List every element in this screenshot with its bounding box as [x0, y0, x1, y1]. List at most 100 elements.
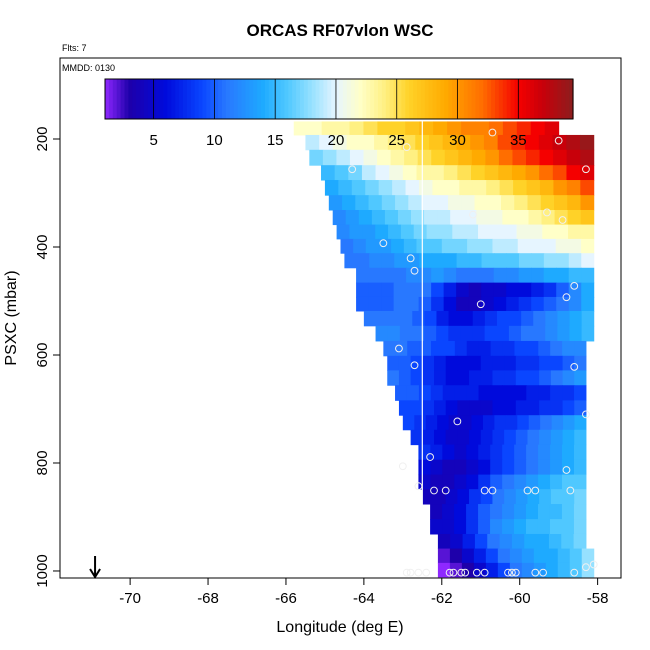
heatmap-cell	[387, 325, 401, 342]
heatmap-cell	[539, 370, 552, 386]
heatmap-cell	[346, 134, 361, 151]
colorbar-segment	[183, 79, 188, 119]
colorbar-segment	[424, 79, 430, 119]
colorbar-segment	[537, 79, 543, 119]
heatmap-cell	[490, 519, 503, 535]
heatmap-cell	[305, 134, 320, 151]
heatmap-cell	[358, 210, 373, 226]
heatmap-cell	[381, 267, 395, 284]
observation-point	[488, 486, 497, 495]
heatmap-cell	[389, 165, 404, 181]
heatmap-cell	[542, 224, 556, 240]
colorbar-segment	[401, 79, 406, 119]
heatmap-cell	[567, 195, 581, 211]
heatmap-cell	[562, 444, 575, 461]
heatmap-cell	[452, 224, 466, 240]
heatmap-cell	[562, 489, 575, 505]
heatmap-cell	[539, 400, 552, 416]
heatmap-cell	[457, 489, 470, 505]
observation-point	[430, 486, 438, 495]
heatmap-cell	[410, 355, 423, 371]
heatmap-cell	[456, 296, 470, 312]
heatmap-cell	[581, 238, 595, 254]
heatmap-cell	[506, 267, 520, 284]
heatmap-cell	[473, 562, 487, 578]
heatmap-cell	[416, 238, 430, 254]
heatmap-cell	[406, 282, 420, 298]
heatmap-cell	[506, 253, 520, 269]
heatmap-cell	[361, 165, 377, 181]
observation-point	[480, 486, 489, 495]
colorbar-segment	[163, 79, 168, 119]
colorbar-tick-label: 35	[510, 132, 527, 149]
heatmap-cell	[474, 533, 488, 550]
colorbar-segment	[108, 79, 114, 119]
heatmap-cell	[383, 340, 396, 357]
heatmap-cell	[555, 238, 569, 254]
heatmap-cell	[410, 370, 423, 386]
heatmap-cell	[478, 385, 491, 401]
heatmap-cell	[569, 548, 583, 564]
heatmap-cell	[538, 474, 551, 490]
colorbar-segment	[128, 79, 133, 119]
colorbar-segment	[502, 79, 508, 119]
colorbar-segment	[136, 79, 141, 119]
colorbar-segment	[350, 79, 356, 119]
colorbar-segment	[288, 79, 293, 119]
colorbar-segment	[198, 79, 204, 119]
heatmap-cell	[365, 238, 379, 254]
heatmap-cell	[416, 165, 431, 181]
heatmap-cell	[539, 165, 554, 181]
colorbar-segment	[557, 79, 562, 119]
heatmap-cell	[561, 533, 575, 550]
heatmap-cell	[424, 310, 437, 327]
heatmap-cell	[573, 519, 587, 535]
heatmap-cell	[568, 224, 582, 240]
heatmap-cell	[390, 149, 405, 166]
heatmap-cell	[444, 149, 459, 166]
heatmap-cell	[466, 459, 479, 476]
colorbar-segment	[112, 79, 118, 119]
colorbar-segment	[545, 79, 551, 119]
colorbar-segment	[222, 79, 227, 119]
colorbar-segment	[358, 79, 363, 119]
heatmap-cell	[422, 400, 435, 416]
observation-point	[461, 568, 470, 577]
colorbar-segment	[327, 79, 332, 119]
y-axis: 200 400 600 800 1000	[34, 126, 60, 588]
heatmap-cell	[342, 195, 356, 211]
heatmap-cell	[538, 459, 551, 476]
heatmap-cell	[566, 149, 581, 166]
observation-point	[582, 563, 590, 572]
heatmap-cell	[550, 444, 563, 461]
heatmap-cell	[335, 121, 351, 136]
heatmap-cell	[402, 165, 417, 181]
heatmap-cell	[515, 355, 528, 371]
heatmap-cell	[581, 267, 595, 284]
heatmap-cell	[437, 548, 451, 564]
heatmap-cell	[471, 415, 484, 431]
heatmap-cell	[363, 310, 377, 327]
heatmap-cell	[562, 400, 575, 416]
heatmap-cell	[538, 385, 551, 401]
heatmap-cell	[408, 195, 423, 211]
colorbar-segment	[506, 79, 512, 119]
heatmap-cell	[460, 415, 472, 431]
heatmap-cell	[492, 489, 505, 505]
colorbar-segment	[565, 79, 570, 119]
x-tick-label: -58	[587, 590, 609, 607]
heatmap-cell	[468, 296, 482, 312]
heatmap-cell	[406, 385, 420, 401]
heatmap-cell	[309, 149, 324, 166]
colorbar-segment	[491, 79, 496, 119]
heatmap-cell	[514, 444, 527, 461]
heatmap-cell	[580, 149, 595, 166]
heatmap-cell	[422, 355, 435, 371]
heatmap-cell	[461, 548, 475, 564]
heatmap-cell	[456, 134, 471, 151]
heatmap-cell	[527, 429, 540, 446]
heatmap-cell	[478, 224, 492, 240]
heatmap-cell	[504, 355, 517, 371]
heatmap-cell	[362, 224, 376, 240]
